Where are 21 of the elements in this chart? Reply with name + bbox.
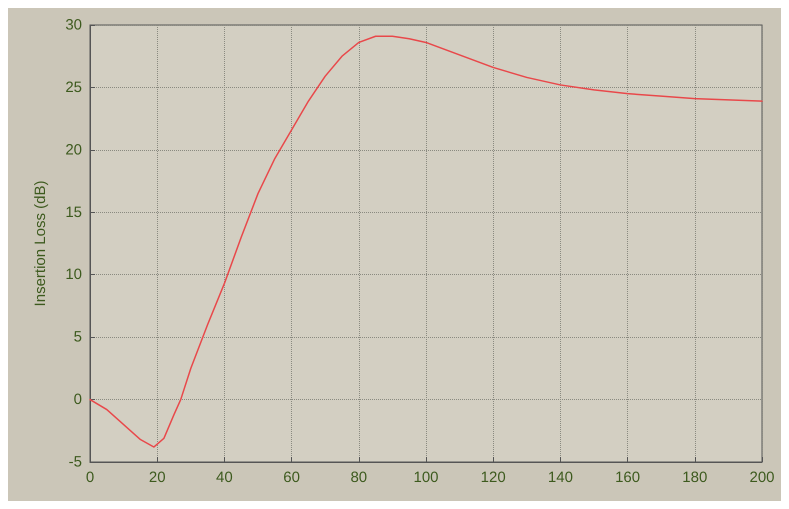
y-tick-label: 25	[65, 78, 82, 96]
y-tick-label: 20	[65, 141, 82, 158]
x-tick-label: 120	[480, 469, 506, 486]
y-tick-label: 30	[65, 16, 82, 34]
line-series	[89, 35, 763, 448]
y-tick-label: -5	[68, 454, 82, 470]
x-tick-label: 80	[350, 469, 368, 486]
x-tick-label: 160	[615, 469, 640, 486]
x-tick-label: 60	[283, 469, 300, 486]
x-tick-label: 100	[413, 469, 439, 486]
x-tick-label: 200	[749, 469, 775, 486]
y-tick-label: 5	[74, 328, 82, 346]
x-tick-label: 40	[216, 469, 233, 486]
y-tick-label: 0	[74, 391, 82, 408]
x-tick-label: 140	[548, 469, 573, 486]
x-tick-label: 20	[148, 469, 166, 486]
y-tick-label: 10	[65, 266, 82, 284]
y-axis-title: Insertion Loss (dB)	[32, 180, 49, 306]
x-tick-label: 0	[86, 469, 94, 486]
y-tick-label: 15	[65, 204, 82, 221]
x-tick-label: 180	[682, 469, 708, 486]
